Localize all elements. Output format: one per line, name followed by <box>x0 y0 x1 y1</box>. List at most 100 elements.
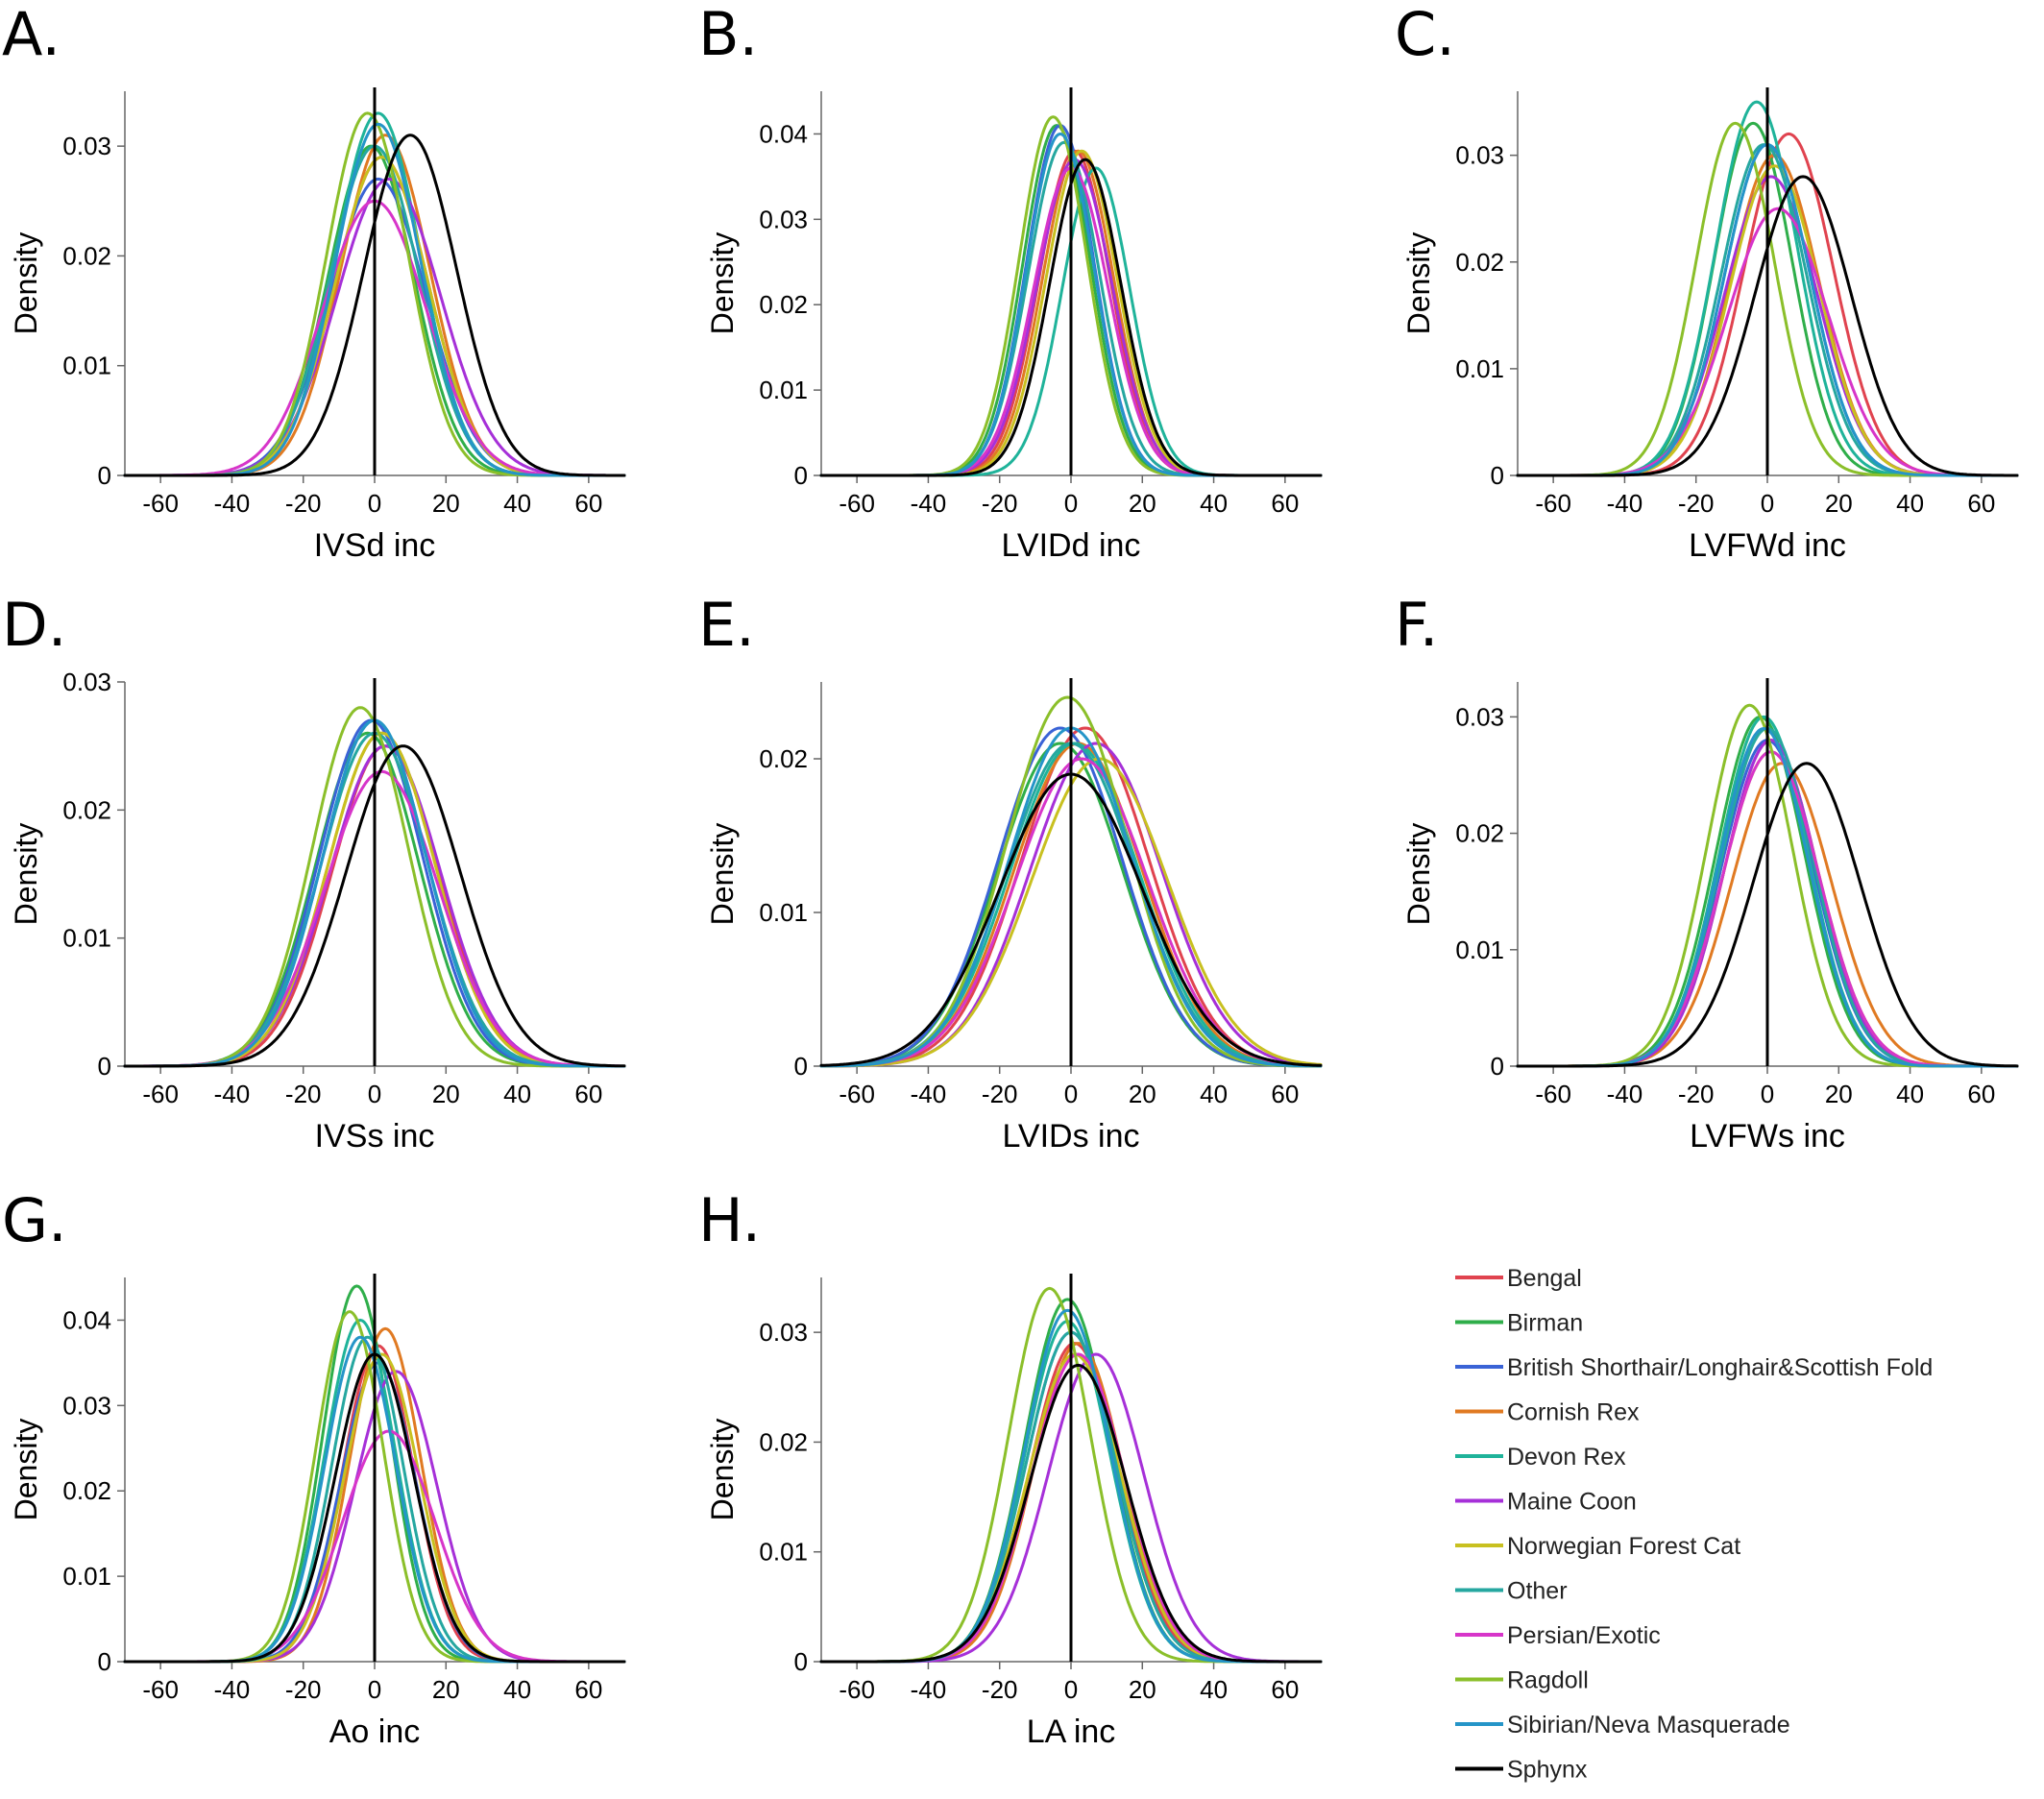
x-tick-label: 60 <box>1271 489 1299 518</box>
legend-label: Devon Rex <box>1507 1444 1626 1471</box>
x-tick-label: 60 <box>1967 1080 1995 1108</box>
x-tick-label: -60 <box>1535 489 1571 518</box>
x-tick-label: 20 <box>1129 1080 1156 1108</box>
chart-panel: D. -60 -40 -20 0 20 40 60 0 0.01 0.02 0.03 IVSs inc D… <box>2 590 626 1155</box>
y-tick-label: 0.02 <box>759 290 808 319</box>
panel-letter: D. <box>2 590 66 660</box>
panel-letter: C. <box>1395 0 1455 69</box>
chart-panel: A. -60 -40 -20 0 20 40 60 0 0.01 0.02 0.03 IVSd inc D… <box>2 0 626 564</box>
x-tick-label: 0 <box>1064 1675 1078 1704</box>
y-axis-title: Density <box>9 823 43 926</box>
x-tick-label: 60 <box>1271 1080 1299 1108</box>
panel-letter: G. <box>2 1185 67 1255</box>
y-tick-label: 0 <box>794 461 808 490</box>
y-tick-label: 0 <box>794 1647 808 1676</box>
y-tick-label: 0.03 <box>1455 702 1504 731</box>
y-tick-label: 0.03 <box>62 668 111 696</box>
y-axis-title: Density <box>705 232 740 335</box>
x-tick-label: -40 <box>911 1080 947 1108</box>
x-tick-label: 60 <box>574 1080 602 1108</box>
x-tick-label: -40 <box>214 489 251 518</box>
chart-panel: C. -60 -40 -20 0 20 40 60 0 0.01 0.02 0.03 LVFWd inc… <box>1395 0 2019 564</box>
y-tick-label: 0 <box>98 461 111 490</box>
x-tick-label: -40 <box>214 1080 251 1108</box>
chart-panels: A. -60 -40 -20 0 20 40 60 0 0.01 0.02 0.03 IVSd inc D… <box>2 0 2019 1750</box>
x-tick-label: 20 <box>1129 1675 1156 1704</box>
x-tick-label: 20 <box>432 1080 460 1108</box>
x-tick-label: 20 <box>1825 489 1853 518</box>
y-tick-label: 0.01 <box>1455 354 1504 383</box>
y-tick-label: 0.03 <box>759 205 808 233</box>
y-tick-label: 0.02 <box>1455 248 1504 277</box>
legend-item: Sibirian/Neva Masquerade <box>1455 1712 1790 1738</box>
chart-panel: E. -60 -40 -20 0 20 40 60 0 0.01 0.02 LVIDs inc Dens… <box>698 590 1323 1155</box>
x-tick-label: -20 <box>285 1675 322 1704</box>
legend-label: Birman <box>1507 1310 1583 1337</box>
legend-label: Other <box>1507 1578 1568 1605</box>
legend-item: Bengal <box>1455 1265 1582 1292</box>
y-tick-label: 0.03 <box>62 1391 111 1420</box>
x-tick-label: -40 <box>1607 489 1643 518</box>
legend-label: Sphynx <box>1507 1757 1588 1784</box>
legend-label: Sibirian/Neva Masquerade <box>1507 1712 1790 1738</box>
x-tick-label: -60 <box>839 1080 875 1108</box>
y-axis-title: Density <box>1401 823 1436 926</box>
x-tick-label: -20 <box>982 1080 1018 1108</box>
y-tick-label: 0.01 <box>759 1538 808 1567</box>
legend-item: Devon Rex <box>1455 1444 1626 1471</box>
x-tick-label: 40 <box>1200 489 1228 518</box>
y-tick-label: 0.01 <box>759 376 808 404</box>
x-axis-title: LVFWs inc <box>1690 1118 1845 1155</box>
y-axis-title: Density <box>1401 232 1436 335</box>
y-tick-label: 0.02 <box>1455 819 1504 848</box>
y-tick-label: 0.02 <box>62 241 111 270</box>
x-axis-title: LA inc <box>1027 1714 1116 1750</box>
y-tick-label: 0.04 <box>62 1305 111 1334</box>
x-tick-label: 60 <box>1271 1675 1299 1704</box>
x-tick-label: 60 <box>574 489 602 518</box>
x-tick-label: 20 <box>432 1675 460 1704</box>
legend-item: Cornish Rex <box>1455 1399 1640 1426</box>
y-tick-label: 0 <box>98 1647 111 1676</box>
x-tick-label: 40 <box>1896 1080 1924 1108</box>
x-tick-label: -20 <box>982 1675 1018 1704</box>
x-tick-label: 20 <box>1129 489 1156 518</box>
x-tick-label: 40 <box>1200 1675 1228 1704</box>
x-tick-label: 40 <box>1896 489 1924 518</box>
legend-label: Bengal <box>1507 1265 1582 1292</box>
y-axis-title: Density <box>9 1419 43 1521</box>
x-tick-label: -40 <box>214 1675 251 1704</box>
y-tick-label: 0.03 <box>1455 141 1504 170</box>
x-tick-label: 0 <box>368 1080 381 1108</box>
x-tick-label: -20 <box>285 489 322 518</box>
y-tick-label: 0 <box>794 1052 808 1081</box>
chart-panel: G. -60 -40 -20 0 20 40 60 0 0.01 0.02 0.03 0.04 Ao in… <box>2 1185 626 1750</box>
x-tick-label: -60 <box>142 1080 179 1108</box>
legend-label: Persian/Exotic <box>1507 1622 1661 1649</box>
legend-item: Birman <box>1455 1310 1583 1337</box>
panel-letter: A. <box>2 0 61 69</box>
x-tick-label: 20 <box>1825 1080 1853 1108</box>
legend-label: Ragdoll <box>1507 1667 1589 1694</box>
y-axis-title: Density <box>705 1419 740 1521</box>
y-tick-label: 0.01 <box>62 1562 111 1591</box>
chart-panel: B. -60 -40 -20 0 20 40 60 0 0.01 0.02 0.03 0.04 LVIDd… <box>698 0 1323 564</box>
x-tick-label: -60 <box>839 489 875 518</box>
x-axis-title: LVIDd inc <box>1002 527 1141 564</box>
x-tick-label: -20 <box>1678 489 1715 518</box>
y-tick-label: 0.02 <box>62 1476 111 1505</box>
x-tick-label: 0 <box>368 489 381 518</box>
x-tick-label: 20 <box>432 489 460 518</box>
x-tick-label: 0 <box>368 1675 381 1704</box>
legend-item: Other <box>1455 1578 1568 1605</box>
y-tick-label: 0 <box>98 1052 111 1081</box>
y-tick-label: 0.03 <box>759 1318 808 1347</box>
chart-panel: H. -60 -40 -20 0 20 40 60 0 0.01 0.02 0.03 LA inc Den… <box>698 1185 1323 1750</box>
y-tick-label: 0.02 <box>759 744 808 773</box>
y-tick-label: 0.03 <box>62 132 111 160</box>
x-tick-label: 60 <box>1967 489 1995 518</box>
y-tick-label: 0.02 <box>759 1427 808 1456</box>
y-tick-label: 0 <box>1491 1052 1504 1081</box>
legend-label: British Shorthair/Longhair&Scottish Fold <box>1507 1354 1933 1381</box>
legend-label: Cornish Rex <box>1507 1399 1640 1426</box>
